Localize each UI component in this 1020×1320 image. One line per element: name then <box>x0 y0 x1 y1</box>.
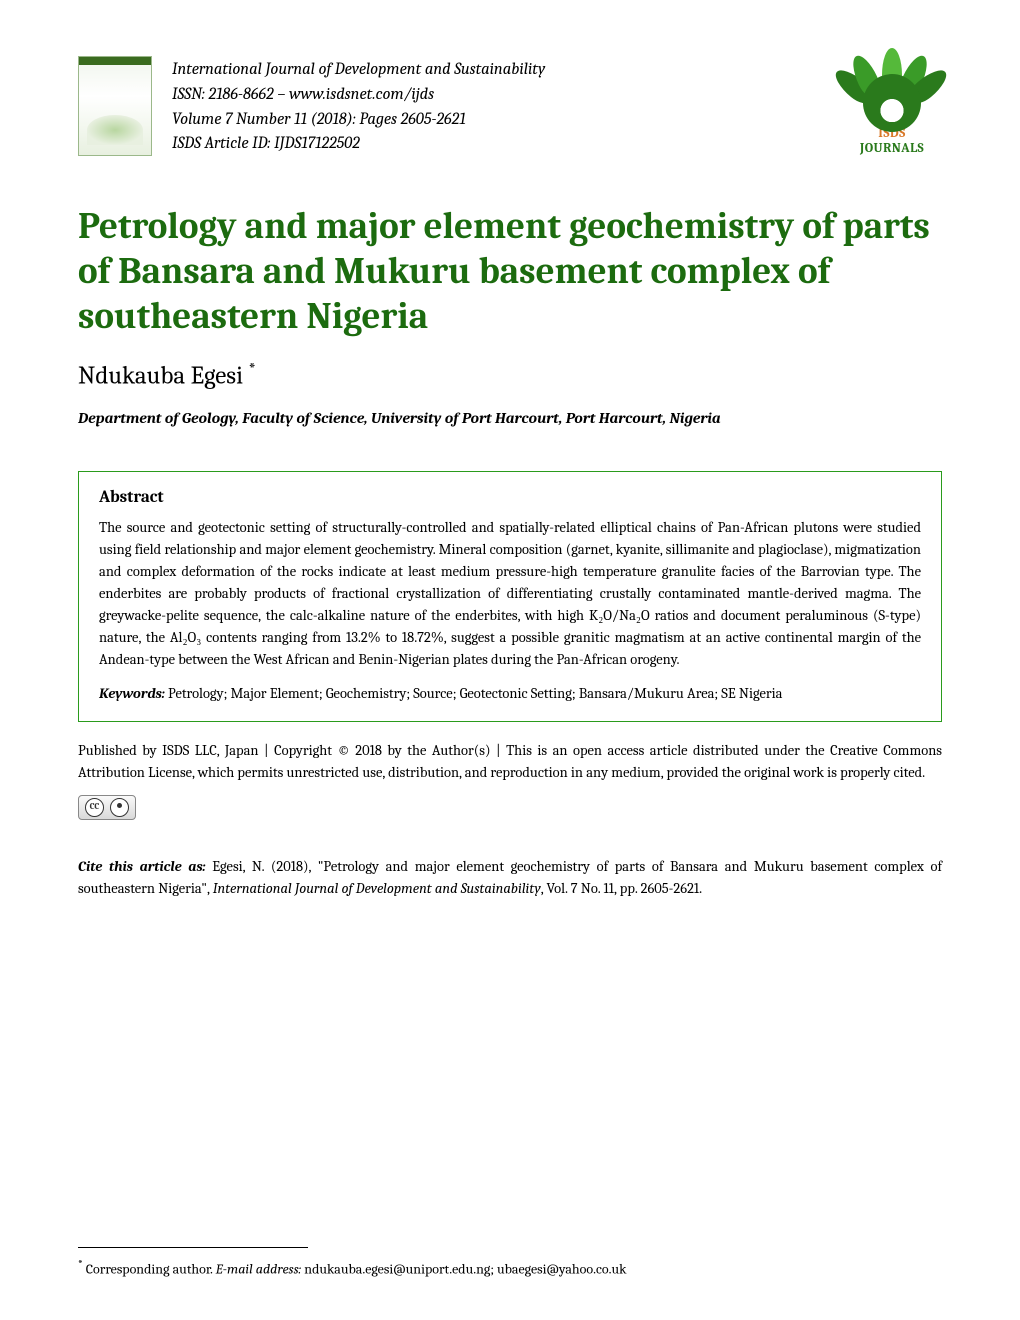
footnote-emails: ndukauba.egesi@uniport.edu.ng; ubaegesi@… <box>301 1261 626 1278</box>
citation-block: Cite this article as: Egesi, N. (2018), … <box>78 856 942 901</box>
author-name: Ndukauba Egesi <box>78 362 249 391</box>
footnote-rule <box>78 1247 308 1248</box>
article-id: ISDS Article ID: IJDS17122502 <box>172 132 822 157</box>
footnote-email-label: E-mail address: <box>216 1261 302 1278</box>
cc-icon: CC <box>85 798 104 817</box>
journal-volume: Volume 7 Number 11 (2018): Pages 2605-26… <box>172 108 822 133</box>
citation-label: Cite this article as: <box>78 858 206 875</box>
journal-cover-thumbnail <box>78 56 152 156</box>
citation-text-after: , Vol. 7 No. 11, pp. 2605-2621. <box>541 880 702 897</box>
author-footnote-mark: * <box>249 360 256 379</box>
keywords-label: Keywords: <box>99 685 165 702</box>
affiliation: Department of Geology, Faculty of Scienc… <box>78 409 942 427</box>
journal-metadata: International Journal of Development and… <box>172 56 822 157</box>
author-line: Ndukauba Egesi * <box>78 360 942 390</box>
footnote-lead: Corresponding author. <box>83 1261 216 1278</box>
cc-by-badge: CC <box>78 795 136 820</box>
abstract-body: The source and geotectonic setting of st… <box>99 517 921 671</box>
abstract-box: Abstract The source and geotectonic sett… <box>78 471 942 722</box>
abstract-heading: Abstract <box>99 488 921 507</box>
keywords-line: Keywords: Petrology; Major Element; Geoc… <box>99 683 921 705</box>
isds-logo: ISDS JOURNALS <box>842 56 942 156</box>
keywords-text: Petrology; Major Element; Geochemistry; … <box>165 685 783 702</box>
journal-issn: ISSN: 2186-8662 – www.isdsnet.com/ijds <box>172 83 822 108</box>
publication-note: Published by ISDS LLC, Japan | Copyright… <box>78 740 942 785</box>
corresponding-author-footnote: * Corresponding author. E-mail address: … <box>78 1258 942 1278</box>
logo-journals: JOURNALS <box>860 141 924 156</box>
page-header: International Journal of Development and… <box>78 56 942 157</box>
article-title: Petrology and major element geochemistry… <box>78 205 942 340</box>
citation-journal: International Journal of Development and… <box>213 880 541 897</box>
by-icon <box>110 798 129 817</box>
journal-name: International Journal of Development and… <box>172 58 822 83</box>
